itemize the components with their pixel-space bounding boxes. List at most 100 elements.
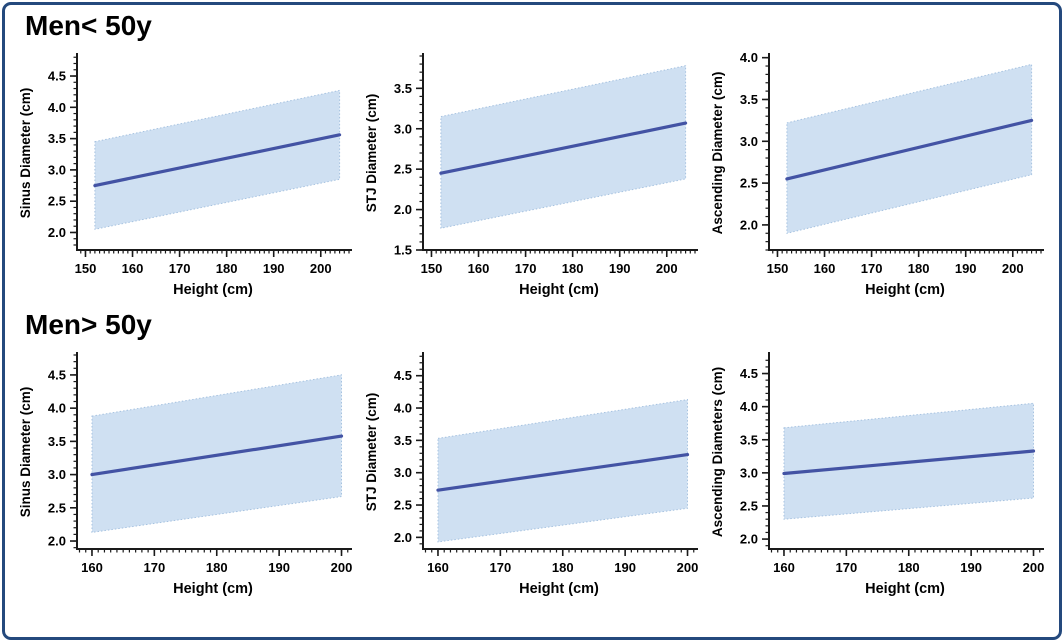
x-tick-label: 160 bbox=[427, 560, 449, 575]
chart-men-over-50-sinus: 160 170 180 190 200 2.0 2.5 3.0 3.5 4.0 4.5 Height … bbox=[18, 351, 353, 597]
y-tick-label: 2.5 bbox=[48, 193, 66, 208]
confidence-band bbox=[437, 398, 688, 543]
y-tick-label: 4.5 bbox=[48, 367, 66, 382]
chart-men-over-50-ascending: 160 170 180 190 200 2.0 2.5 3.0 3.5 4.0 4.5 Height … bbox=[710, 351, 1045, 597]
section-title-men-over-50: Men> 50y bbox=[25, 308, 152, 340]
y-tick-label: 2.0 bbox=[394, 529, 412, 544]
x-tick-label: 190 bbox=[609, 261, 631, 276]
confidence-band bbox=[91, 373, 342, 533]
axis-ticks bbox=[762, 56, 1042, 257]
y-axis-label: Sinus Diameter (cm) bbox=[18, 386, 33, 517]
x-tick-label: 190 bbox=[955, 261, 977, 276]
regression-line bbox=[439, 121, 688, 175]
axes bbox=[76, 52, 352, 251]
y-tick-label: 1.5 bbox=[394, 242, 412, 257]
regression-line bbox=[436, 452, 690, 492]
y-tick-label: 3.0 bbox=[394, 465, 412, 480]
x-tick-label: 170 bbox=[861, 261, 883, 276]
x-axis-label: Height (cm) bbox=[519, 282, 599, 298]
x-tick-label: 150 bbox=[421, 261, 443, 276]
chart-men-over-50-stj: 160 170 180 190 200 2.0 2.5 3.0 3.5 4.0 4.5 Height … bbox=[364, 351, 699, 597]
y-tick-label: 3.5 bbox=[394, 432, 412, 447]
y-tick-label: 3.5 bbox=[394, 81, 412, 96]
y-axis-label: STJ Diameter (cm) bbox=[364, 392, 379, 511]
axes bbox=[768, 351, 1044, 550]
y-tick-label: 2.0 bbox=[394, 202, 412, 217]
charts-row-men-over-50: 160 170 180 190 200 2.0 2.5 3.0 3.5 4.0 4.5 Height … bbox=[13, 343, 1051, 605]
y-tick-label: 4.0 bbox=[394, 400, 412, 415]
y-tick-label: 2.0 bbox=[740, 531, 758, 546]
regression-line bbox=[90, 434, 344, 476]
x-tick-label: 170 bbox=[515, 261, 537, 276]
y-tick-label: 2.5 bbox=[394, 161, 412, 176]
x-tick-label: 170 bbox=[836, 560, 858, 575]
y-tick-label: 4.5 bbox=[394, 368, 412, 383]
x-tick-label: 180 bbox=[562, 261, 584, 276]
y-tick-label: 2.5 bbox=[48, 500, 66, 515]
x-tick-label: 160 bbox=[773, 560, 795, 575]
x-tick-label: 190 bbox=[268, 560, 290, 575]
y-tick-label: 3.0 bbox=[394, 121, 412, 136]
y-tick-label: 3.5 bbox=[740, 432, 758, 447]
chart-men-under-50-stj: 150 160 170 180 190 200 1.5 2.0 2.5 3.0 3.5 Height … bbox=[364, 52, 698, 298]
y-axis-label: Ascending Diameter (cm) bbox=[710, 71, 725, 234]
x-tick-label: 160 bbox=[468, 261, 490, 276]
y-axis-label: Sinus Diameter (cm) bbox=[18, 88, 33, 219]
x-tick-label: 200 bbox=[1023, 560, 1045, 575]
y-tick-label: 3.0 bbox=[48, 162, 66, 177]
x-tick-label: 190 bbox=[960, 560, 982, 575]
y-tick-label: 4.0 bbox=[740, 399, 758, 414]
charts-row-men-under-50: 150 160 170 180 190 200 2.0 2.5 3.0 3.5 4.0 4.5 Heig… bbox=[13, 44, 1051, 306]
axes bbox=[422, 351, 698, 550]
x-tick-label: 200 bbox=[310, 261, 332, 276]
y-tick-label: 3.5 bbox=[48, 433, 66, 448]
x-tick-label: 190 bbox=[614, 560, 636, 575]
section-title-men-under-50: Men< 50y bbox=[25, 10, 152, 41]
x-tick-label: 200 bbox=[656, 261, 678, 276]
axis-ticks bbox=[416, 55, 696, 257]
x-axis-label: Height (cm) bbox=[865, 282, 945, 298]
y-tick-label: 3.0 bbox=[48, 467, 66, 482]
y-axis-label: Ascending Diameters (cm) bbox=[710, 366, 725, 536]
y-tick-label: 4.0 bbox=[740, 50, 758, 65]
x-tick-label: 180 bbox=[216, 261, 238, 276]
y-tick-label: 3.0 bbox=[740, 134, 758, 149]
y-tick-label: 2.5 bbox=[740, 498, 758, 513]
x-tick-label: 150 bbox=[767, 261, 789, 276]
x-axis-label: Height (cm) bbox=[173, 581, 253, 597]
x-tick-label: 200 bbox=[331, 560, 353, 575]
x-tick-label: 150 bbox=[75, 261, 97, 276]
x-tick-label: 190 bbox=[263, 261, 285, 276]
axis-ticks bbox=[416, 355, 695, 556]
x-tick-label: 160 bbox=[122, 261, 144, 276]
y-axis-label: STJ Diameter (cm) bbox=[364, 94, 379, 213]
regression-line bbox=[93, 133, 342, 187]
y-tick-label: 2.0 bbox=[48, 225, 66, 240]
x-tick-label: 170 bbox=[490, 560, 512, 575]
axis-ticks bbox=[70, 56, 350, 257]
x-tick-label: 160 bbox=[814, 261, 836, 276]
axes bbox=[768, 52, 1044, 251]
axis-ticks bbox=[762, 359, 1041, 556]
y-tick-label: 2.0 bbox=[48, 533, 66, 548]
x-tick-label: 160 bbox=[81, 560, 103, 575]
x-axis-label: Height (cm) bbox=[519, 581, 599, 597]
x-tick-label: 180 bbox=[206, 560, 228, 575]
y-tick-label: 4.5 bbox=[740, 366, 758, 381]
y-tick-label: 2.5 bbox=[740, 175, 758, 190]
y-tick-label: 3.5 bbox=[740, 92, 758, 107]
section-men-under-50: Men< 50y 150 160 170 180 190 200 2.0 2.5 3.0 3.5 4… bbox=[13, 10, 1051, 306]
x-tick-label: 200 bbox=[677, 560, 699, 575]
chart-men-under-50-sinus: 150 160 170 180 190 200 2.0 2.5 3.0 3.5 4.0 4.5 Heig… bbox=[18, 52, 352, 298]
y-tick-label: 2.0 bbox=[740, 217, 758, 232]
regression-line bbox=[785, 118, 1034, 181]
x-axis-label: Height (cm) bbox=[173, 282, 253, 298]
x-tick-label: 200 bbox=[1002, 261, 1024, 276]
section-men-over-50: Men> 50y 160 170 180 190 200 2.0 2.5 3.0 3.5 4.0 4… bbox=[13, 308, 1051, 605]
y-tick-label: 4.5 bbox=[48, 68, 66, 83]
regression-line bbox=[782, 449, 1036, 475]
x-tick-label: 180 bbox=[898, 560, 920, 575]
x-tick-label: 180 bbox=[552, 560, 574, 575]
y-tick-label: 3.5 bbox=[48, 131, 66, 146]
